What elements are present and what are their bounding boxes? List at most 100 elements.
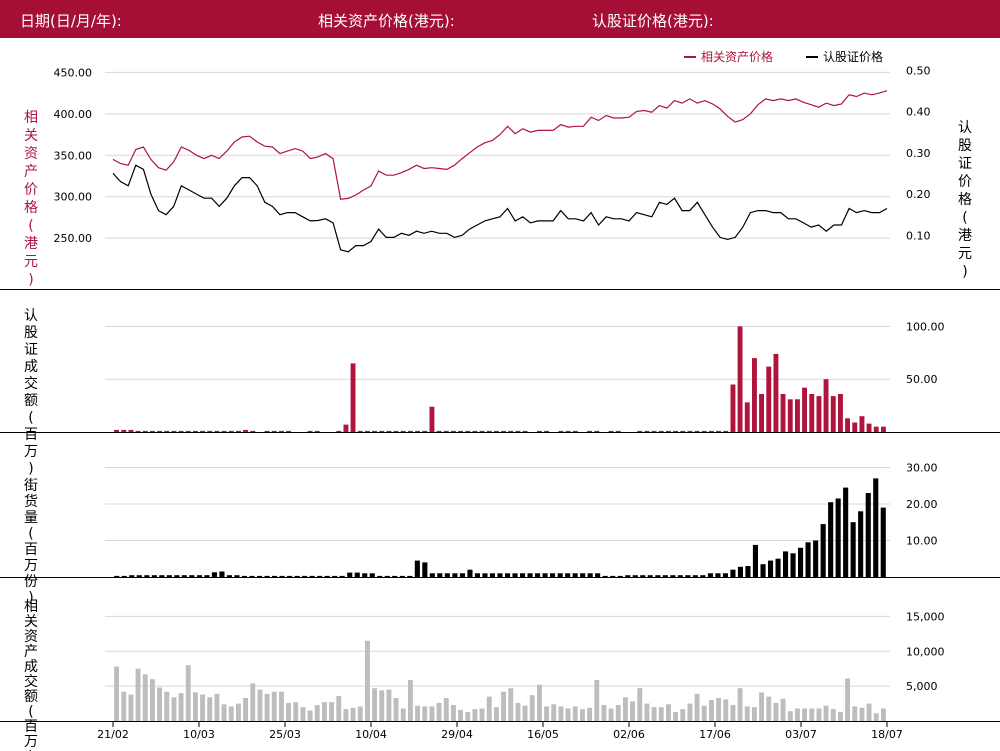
warrant-turnover-bar <box>730 384 736 432</box>
outstanding-bar <box>505 573 511 577</box>
asset-turnover-bar <box>823 705 829 721</box>
y-tick-left: 350.00 <box>54 149 93 162</box>
x-tick-label: 10/04 <box>355 728 387 741</box>
warrant-turnover-bar <box>164 430 170 432</box>
warrant-turnover-bar <box>795 399 800 432</box>
asset-turnover-bar <box>372 688 377 721</box>
outstanding-bar <box>287 575 293 577</box>
asset-turnover-bar <box>429 706 435 721</box>
outstanding-bar <box>211 572 217 577</box>
asset-turnover-bar <box>508 688 514 721</box>
outstanding-bar <box>347 572 353 577</box>
outstanding-bar <box>272 575 278 577</box>
outstanding-bar <box>595 573 601 577</box>
outstanding-bar <box>745 566 751 577</box>
warrant-turnover-bar <box>458 430 463 432</box>
asset-turnover-bar <box>680 709 686 721</box>
outstanding-bar <box>707 573 713 577</box>
asset-turnover-bar <box>185 665 191 721</box>
asset-turnover-bar <box>565 708 571 721</box>
warrant-turnover-bar <box>852 422 858 432</box>
asset-turnover-bar <box>687 703 693 721</box>
outstanding-bar <box>752 544 758 577</box>
warrant-turnover-bar <box>214 430 220 432</box>
outstanding-bar <box>670 575 676 577</box>
outstanding-bar <box>226 575 232 577</box>
outstanding-bar <box>640 575 646 577</box>
outstanding-bar <box>775 558 781 577</box>
outstanding-bar <box>865 493 871 577</box>
asset-turnover-bar <box>809 708 815 721</box>
warrant-turnover-bar <box>615 430 621 432</box>
asset-turnover-bar <box>787 711 793 721</box>
outstanding-bar <box>858 511 864 577</box>
asset-turnover-bar <box>594 679 600 721</box>
asset-turnover-bar <box>350 707 356 721</box>
asset-turnover-bar <box>551 704 557 721</box>
asset-turnover-bar <box>257 689 263 721</box>
outstanding-bar <box>617 575 623 577</box>
header-bar: 日期(日/月/年): 相关资产价格(港元): 认股证价格(港元): <box>0 0 1000 38</box>
warrant-turnover-bar <box>443 430 449 432</box>
outstanding-bar <box>219 571 225 577</box>
warrant-turnover-bar <box>415 430 420 432</box>
outstanding-bar <box>309 575 315 577</box>
warrant-turnover-bar <box>121 429 127 432</box>
asset-turnover-bar <box>859 707 865 721</box>
y-tick-right: 0.20 <box>906 188 931 201</box>
asset-turnover-bar <box>587 707 592 721</box>
warrant-turnover-bar <box>286 430 291 432</box>
y-tick-right: 30.00 <box>906 461 938 474</box>
outstanding-bar <box>234 575 240 577</box>
asset-turnover-bar <box>537 684 542 721</box>
asset-turnover-bar <box>279 691 284 721</box>
asset-turnover-bar <box>780 698 786 721</box>
outstanding-bar <box>550 573 556 577</box>
warrant-turnover-bar <box>200 430 205 432</box>
warrant-turnover-bar <box>221 430 227 432</box>
outstanding-bar <box>497 573 503 577</box>
warrant-turnover-bar <box>178 430 184 432</box>
y-tick-right: 100.00 <box>906 320 945 333</box>
asset-turnover-bar <box>630 701 635 721</box>
warrant-turnover-bar <box>830 396 836 432</box>
asset-turnover-bar <box>365 640 370 721</box>
y-label-warrant-turnover: 认股证成交额(百万) <box>24 308 38 477</box>
asset-turnover-bar <box>852 706 858 721</box>
outstanding-bar <box>332 575 338 577</box>
asset-turnover-bar <box>623 697 628 721</box>
outstanding-bar <box>354 572 360 577</box>
warrant-turnover-bar <box>336 430 342 432</box>
x-tick-label: 21/02 <box>97 728 129 741</box>
warrant-turnover-bar <box>171 430 177 432</box>
y-tick-right: 10,000 <box>906 645 945 658</box>
y-tick-right: 15,000 <box>906 610 945 623</box>
asset-turnover-bar <box>479 708 485 721</box>
warrant-turnover-bar <box>451 430 456 432</box>
outstanding-bar <box>144 575 150 577</box>
asset-turnover-bar <box>400 708 406 721</box>
asset-turnover-bar <box>615 705 621 721</box>
asset-turnover-bar <box>658 707 664 721</box>
outstanding-bar <box>181 575 187 577</box>
asset-turnover-bar <box>379 690 385 721</box>
warrant-turnover-bar <box>135 430 141 432</box>
warrant-turnover-bar <box>365 430 370 432</box>
warrant-turnover-bar <box>565 430 571 432</box>
outstanding-bar <box>873 478 879 577</box>
warrant-turnover-bar <box>486 430 492 432</box>
y-tick-right: 0.50 <box>906 64 931 77</box>
warrant-turnover-bar <box>142 430 148 432</box>
warrant-turnover-bar <box>644 430 650 432</box>
warrant-turnover-bar <box>838 394 843 432</box>
asset-turnover-bar <box>644 703 650 721</box>
outstanding-bar <box>625 575 631 577</box>
warrant-turnover-bar <box>723 430 729 432</box>
warrant-turnover-bar <box>881 426 886 432</box>
warrant-turnover-bar <box>666 430 671 432</box>
asset-turnover-bar <box>580 709 585 721</box>
outstanding-bar <box>632 575 638 577</box>
warrant-price-label: 认股证价格(港元): <box>592 12 714 30</box>
asset-turnover-bar <box>637 688 643 721</box>
warrant-turnover-bar <box>594 430 600 432</box>
